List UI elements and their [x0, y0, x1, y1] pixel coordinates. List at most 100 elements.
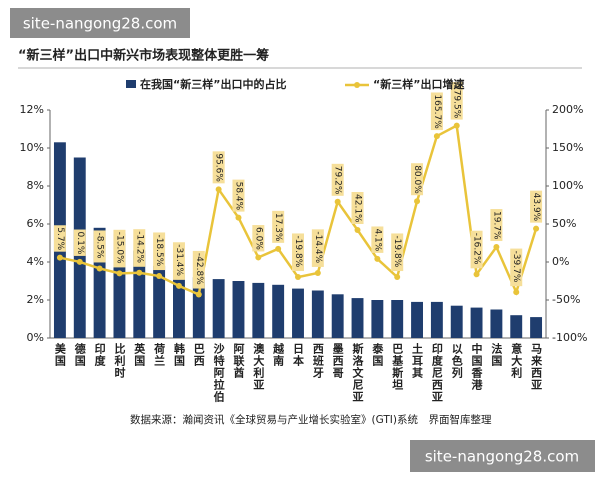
x-tick-label: 巴基斯坦: [391, 343, 405, 391]
value-label: 43.9%: [531, 193, 541, 222]
bar: [331, 294, 344, 338]
legend-swatch: [354, 82, 360, 88]
value-label-box: [113, 229, 126, 268]
x-tick-label: 印度尼西亚: [430, 343, 443, 403]
x-tick-label: 巴西: [192, 343, 205, 367]
legend-label: “新三样”出口增速: [373, 77, 464, 91]
value-label: 179.5%: [452, 84, 462, 119]
y2-tick-label: 100%: [552, 179, 583, 192]
bar: [391, 300, 404, 338]
value-label: 5.7%: [55, 227, 65, 250]
line-point: [255, 254, 262, 261]
x-tick-label: 英国: [133, 342, 147, 367]
bar: [272, 284, 285, 338]
line-point: [56, 254, 63, 261]
y2-tick-label: -50%: [552, 293, 580, 306]
line-point: [96, 265, 103, 272]
value-label-box: [133, 229, 146, 267]
bar: [232, 281, 245, 338]
value-label-box: [53, 225, 66, 252]
bar: [192, 277, 205, 338]
line-point: [295, 274, 301, 281]
watermark: site-nangong28.com: [425, 448, 579, 466]
value-label-box: [212, 151, 225, 184]
value-label-box: [73, 229, 86, 256]
value-label-box: [490, 209, 503, 242]
value-label: 4.1%: [372, 228, 382, 251]
value-label: -16.2%: [472, 233, 482, 265]
value-label-box: [351, 192, 364, 225]
line-point: [175, 282, 182, 289]
x-tick-label: 泰国: [371, 342, 385, 367]
value-label-box: [450, 81, 463, 120]
value-label-box: [93, 230, 106, 263]
value-label: 80.0%: [412, 165, 422, 194]
x-tick-label: 印度: [93, 343, 106, 367]
value-label-box: [371, 226, 384, 253]
bar: [351, 298, 364, 338]
bar: [252, 282, 265, 338]
y-tick-label: 2%: [27, 293, 44, 306]
bar: [133, 250, 146, 338]
line-point: [235, 214, 242, 221]
y-tick-label: 10%: [20, 141, 44, 154]
x-tick-label: 马来西亚: [530, 343, 544, 391]
value-label: 0.1%: [75, 232, 85, 255]
bar: [173, 273, 185, 338]
value-label: -14.2%: [134, 231, 144, 263]
value-label: -14.4%: [313, 231, 323, 263]
value-label-box: [292, 233, 304, 272]
value-label-box: [331, 163, 344, 196]
source-note: 数据来源：瀚闻资讯《全球贸易与产业增长实验室》(GTI)系统 界面智库整理: [130, 413, 492, 426]
line-point: [136, 269, 143, 276]
x-tick-label: 土耳其: [411, 342, 424, 379]
line-point: [493, 244, 500, 251]
value-label: 95.6%: [214, 153, 224, 182]
x-tick-label: 沙特阿拉伯: [212, 343, 225, 403]
value-label-box: [470, 230, 483, 269]
legend-label: 在我国“新三样”出口中的占比: [140, 77, 286, 91]
line-point: [453, 122, 460, 129]
y2-tick-label: 200%: [552, 103, 583, 116]
y2-tick-label: -100%: [552, 331, 587, 344]
y-tick-label: 6%: [27, 217, 44, 230]
line-point: [275, 245, 282, 252]
x-tick-label: 阿联酋: [232, 342, 245, 379]
value-label: -18.5%: [154, 234, 164, 266]
x-tick-label: 美国: [53, 342, 66, 367]
value-label: 165.7%: [432, 94, 442, 129]
bar: [510, 315, 523, 338]
bar: [470, 307, 483, 338]
line-point: [195, 291, 202, 298]
value-label: -19.8%: [392, 235, 402, 267]
value-label-box: [272, 210, 285, 243]
value-label-box: [311, 229, 324, 267]
value-label-box: [252, 225, 265, 252]
bar: [411, 301, 423, 338]
y-tick-label: 8%: [27, 179, 44, 192]
value-label-box: [430, 92, 443, 131]
value-label: 17.3%: [273, 213, 283, 242]
value-label-box: [153, 232, 166, 271]
line-point: [414, 198, 421, 205]
bar: [530, 317, 543, 338]
bar: [311, 290, 324, 338]
x-tick-label: 日本: [292, 343, 305, 367]
value-label: 58.4%: [233, 182, 243, 211]
line-point: [156, 273, 163, 280]
x-tick-label: 德国: [73, 342, 87, 367]
x-tick-label: 比利时: [113, 342, 126, 379]
x-tick-label: 法国: [490, 342, 503, 367]
x-tick-label: 斯洛文尼亚: [351, 342, 364, 403]
legend-swatch: [126, 80, 136, 88]
watermark: site-nangong28.com: [23, 15, 177, 33]
value-label-box: [232, 179, 245, 212]
y2-tick-label: 0%: [552, 255, 569, 268]
bar: [292, 288, 304, 338]
line-point: [513, 289, 520, 296]
line-point: [314, 269, 321, 276]
value-label-box: [192, 250, 205, 289]
value-label-box: [172, 242, 185, 280]
y-tick-label: 12%: [20, 103, 44, 116]
